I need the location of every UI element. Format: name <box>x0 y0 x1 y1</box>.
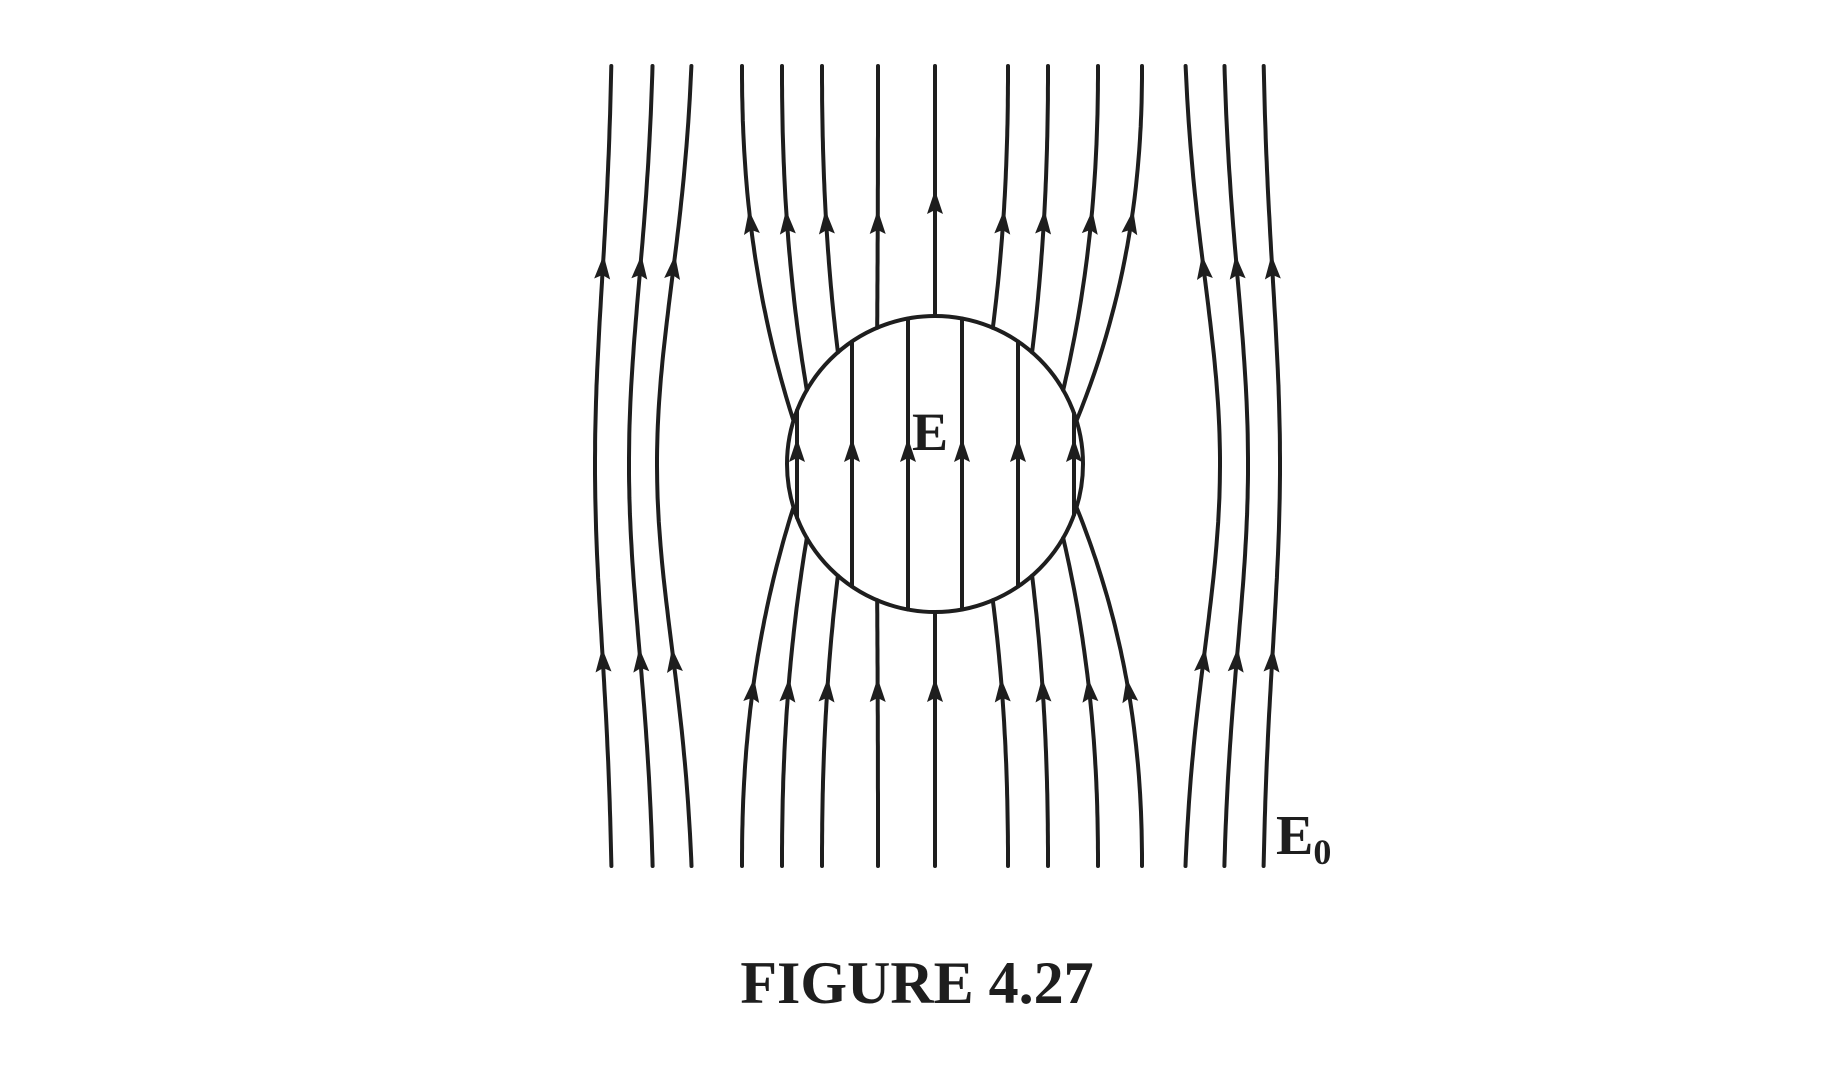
field-arrow <box>818 678 835 703</box>
field-arrow <box>994 210 1011 235</box>
field-arrow <box>789 438 805 462</box>
external-field-line <box>1261 64 1282 868</box>
external-field-line <box>1061 536 1100 868</box>
external-field-line <box>875 598 880 868</box>
field-arrow <box>869 210 886 235</box>
external-field-line <box>990 598 1010 868</box>
field-arrow <box>1196 255 1213 280</box>
inner-field-label: E <box>912 402 949 462</box>
external-field-line <box>1030 573 1050 868</box>
external-field-line <box>1030 64 1050 355</box>
field-arrow <box>1035 210 1052 235</box>
field-arrow <box>1122 678 1139 704</box>
field-arrow <box>595 648 612 673</box>
external-field-line <box>655 64 694 868</box>
field-arrow <box>1010 438 1026 462</box>
external-field-lines <box>593 64 1282 868</box>
field-arrow <box>1263 648 1280 673</box>
field-arrow <box>1121 210 1138 236</box>
field-arrow <box>1066 438 1082 462</box>
field-arrow <box>927 190 943 214</box>
field-arrow <box>1229 255 1246 280</box>
external-field-line <box>1183 64 1222 868</box>
outer-field-subscript: 0 <box>1313 832 1332 872</box>
external-field-line <box>593 64 614 868</box>
field-arrow <box>779 678 796 703</box>
field-arrow <box>900 438 916 462</box>
field-arrow <box>744 210 760 235</box>
field-arrow <box>1264 255 1281 280</box>
external-field-line <box>990 64 1010 330</box>
external-field-line <box>875 64 880 330</box>
field-arrow <box>1081 210 1098 235</box>
field-arrow <box>594 255 611 280</box>
figure-caption: FIGURE 4.27 <box>740 950 1094 1016</box>
outer-field-letter: E <box>1276 805 1314 867</box>
field-arrow <box>1082 678 1099 703</box>
field-arrow <box>844 438 860 462</box>
field-direction-arrows <box>594 190 1281 704</box>
field-arrow <box>633 648 650 673</box>
outer-field-label: E0 <box>1276 808 1331 870</box>
field-arrow <box>664 255 681 280</box>
field-arrow <box>1227 648 1244 673</box>
field-arrow <box>667 648 683 673</box>
field-arrow <box>1194 648 1210 673</box>
external-field-line <box>820 573 840 868</box>
external-field-line <box>780 536 809 868</box>
field-arrow <box>779 210 796 235</box>
field-arrow <box>927 678 943 702</box>
field-arrow <box>994 678 1011 703</box>
external-field-line <box>627 64 655 868</box>
dielectric-sphere <box>785 314 1085 614</box>
field-arrow <box>743 678 760 703</box>
field-arrow <box>1035 678 1052 703</box>
external-field-line <box>740 64 796 423</box>
field-arrow <box>818 210 835 235</box>
field-arrow <box>954 438 970 462</box>
external-field-line <box>820 64 840 355</box>
field-arrow <box>869 678 886 703</box>
internal-field-lines <box>795 316 1076 612</box>
external-field-line <box>1222 64 1250 868</box>
external-field-line <box>1074 64 1144 423</box>
field-arrow <box>631 255 648 280</box>
